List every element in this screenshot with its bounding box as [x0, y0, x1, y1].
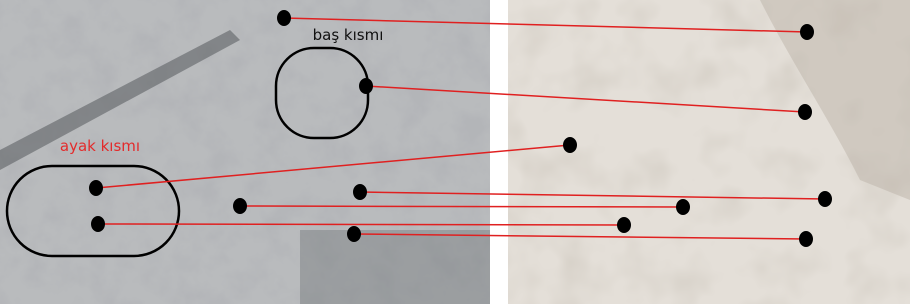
point	[233, 198, 247, 214]
page: baş kısmı ayak kısmı (() => { const data…	[0, 0, 910, 304]
point	[353, 184, 367, 200]
point	[563, 137, 577, 153]
head-label: baş kısmı	[313, 26, 384, 44]
match-line	[98, 224, 624, 225]
foot-label: ayak kısmı	[60, 137, 140, 155]
point	[359, 78, 373, 94]
point	[800, 24, 814, 40]
point	[277, 10, 291, 26]
match-line	[240, 206, 683, 207]
comparison-figure: baş kısmı ayak kısmı	[0, 0, 910, 304]
point	[818, 191, 832, 207]
point	[89, 180, 103, 196]
point	[617, 217, 631, 233]
point	[347, 226, 361, 242]
point	[798, 104, 812, 120]
point	[676, 199, 690, 215]
point	[91, 216, 105, 232]
point	[799, 231, 813, 247]
